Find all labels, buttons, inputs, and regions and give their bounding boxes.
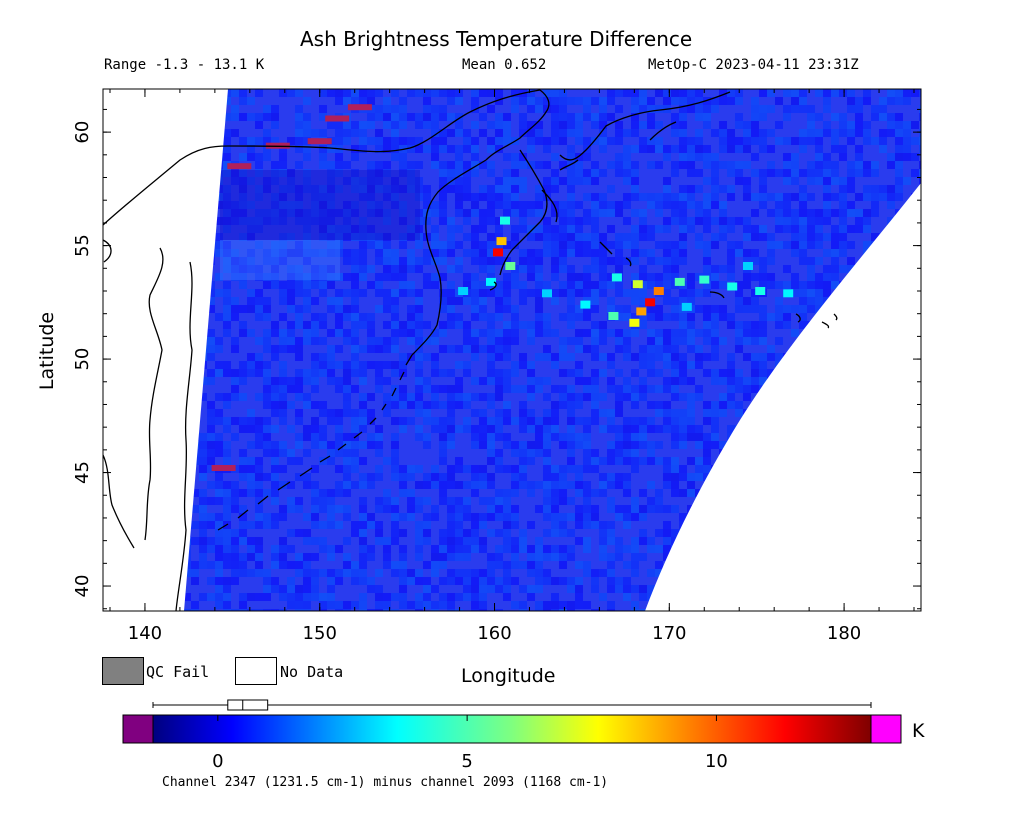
ash-plume-cell	[500, 216, 510, 225]
ash-plume-cell	[580, 300, 591, 309]
qc-fail-cell	[325, 115, 350, 122]
no-data-swatch	[235, 657, 277, 685]
ash-plume-cell	[505, 262, 516, 270]
colorbar-over	[870, 714, 902, 744]
ash-plume-cell	[653, 287, 664, 295]
range-label: Range -1.3 - 13.1 K	[104, 57, 265, 73]
qc-fail-swatch	[102, 657, 144, 685]
qc-fail-cell	[227, 163, 252, 170]
ash-plume-cell	[674, 277, 685, 286]
ash-plume-cell	[755, 287, 766, 295]
y-tick-label: 60	[72, 121, 93, 144]
ash-plume-cell	[727, 282, 738, 291]
ash-plume-cell	[645, 298, 656, 307]
qc-fail-label: QC Fail	[146, 663, 210, 681]
ash-plume-cell	[611, 273, 622, 282]
ash-plume-cell	[458, 287, 469, 295]
ash-plume-cell	[743, 262, 753, 270]
y-tick-label: 45	[72, 461, 93, 484]
x-tick-label: 180	[827, 623, 861, 644]
no-data-region-east	[645, 183, 921, 611]
ash-plume-cell	[632, 280, 643, 289]
x-tick-label: 160	[477, 623, 511, 644]
no-data-region-west	[103, 89, 228, 611]
satellite-time-label: MetOp-C 2023-04-11 23:31Z	[648, 57, 859, 73]
qc-fail-cell	[307, 138, 332, 145]
x-tick-label: 150	[303, 623, 337, 644]
ash-plume-cell	[493, 248, 503, 257]
chart-title: Ash Brightness Temperature Difference	[300, 27, 693, 51]
ash-plume-cell	[608, 312, 619, 320]
ash-plume-cell	[636, 307, 647, 316]
plot-frame	[102, 88, 922, 612]
colorbar-under	[122, 714, 154, 744]
colorbar	[152, 714, 872, 744]
colorbar-unit: K	[912, 720, 925, 742]
ash-plume-cell	[783, 289, 794, 298]
mean-label: Mean 0.652	[462, 57, 547, 73]
y-tick-label: 40	[72, 575, 93, 598]
qc-fail-cell	[347, 104, 372, 111]
coastlines	[103, 89, 838, 611]
x-tick-label: 140	[128, 623, 162, 644]
ash-plume-cell	[699, 275, 710, 284]
x-axis-label: Longitude	[461, 665, 556, 687]
no-data-label: No Data	[280, 663, 344, 681]
colorbar-caption: Channel 2347 (1231.5 cm-1) minus channel…	[162, 775, 609, 790]
ash-plume-cell	[496, 237, 507, 246]
colorbar-tick-label: 5	[461, 751, 472, 772]
x-tick-label: 170	[652, 623, 686, 644]
colorbar-tick-label: 10	[705, 751, 728, 772]
ash-plume-cell	[629, 318, 640, 327]
qc-fail-cell	[211, 465, 236, 471]
y-tick-label: 55	[72, 234, 93, 257]
ash-plume-cell	[681, 302, 692, 311]
y-tick-label: 50	[72, 348, 93, 371]
boxplot-box	[227, 699, 269, 711]
colorbar-tick-label: 0	[212, 751, 223, 772]
ash-plume-cell	[486, 277, 496, 286]
y-axis-label: Latitude	[36, 311, 59, 391]
ash-plume-cell	[542, 289, 552, 298]
